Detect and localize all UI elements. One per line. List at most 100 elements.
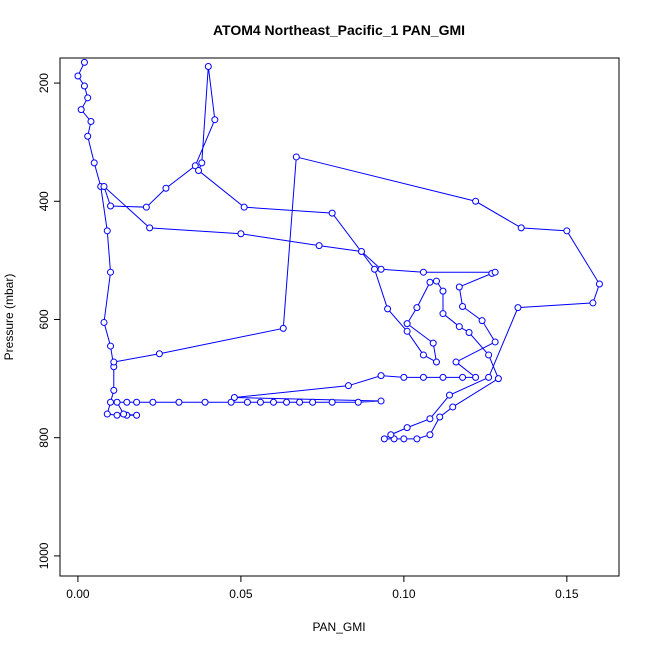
data-point [400, 373, 408, 381]
data-point [377, 265, 385, 273]
data-point [146, 224, 154, 232]
data-point [107, 202, 115, 210]
data-point [377, 372, 385, 380]
data-point [589, 299, 597, 307]
data-point [74, 72, 82, 80]
data-point [429, 339, 437, 347]
data-point [175, 398, 183, 406]
data-point [419, 373, 427, 381]
data-point [107, 268, 115, 276]
data-point [459, 302, 467, 310]
data-point [426, 415, 434, 423]
data-point [595, 280, 603, 288]
data-point [201, 398, 209, 406]
y-tick-label: 200 [37, 73, 51, 93]
data-point [426, 431, 434, 439]
data-point [439, 373, 447, 381]
data-point [517, 224, 525, 232]
data-point [452, 358, 460, 366]
data-point [400, 435, 408, 443]
data-point [403, 327, 411, 335]
data-point [87, 117, 95, 125]
data-point [491, 338, 499, 346]
data-point [80, 58, 88, 66]
data-point [465, 328, 473, 336]
data-point [403, 320, 411, 328]
x-tick-label: 0.05 [229, 587, 253, 601]
data-point [110, 358, 118, 366]
data-point [103, 410, 111, 418]
data-point [439, 310, 447, 318]
data-point [419, 268, 427, 276]
data-point [120, 410, 128, 418]
data-point [142, 203, 150, 211]
data-point [292, 153, 300, 161]
data-point [315, 242, 323, 250]
data-point [149, 398, 157, 406]
data-point [413, 304, 421, 312]
data-point [100, 182, 108, 190]
data-point [283, 398, 291, 406]
x-axis-label: PAN_GMI [312, 620, 365, 634]
data-point [227, 398, 235, 406]
data-point [113, 398, 121, 406]
data-point [439, 287, 447, 295]
data-point [436, 413, 444, 421]
data-point [449, 403, 457, 411]
data-point [432, 277, 440, 285]
data-point [455, 283, 463, 291]
data-point [211, 116, 219, 124]
data-point [123, 398, 131, 406]
data-point [403, 424, 411, 432]
data-point [113, 411, 121, 419]
data-point [107, 398, 115, 406]
y-axis-label: Pressure (mbar) [2, 274, 16, 361]
data-point [328, 398, 336, 406]
data-point [80, 82, 88, 90]
data-point [472, 373, 480, 381]
data-point [133, 411, 141, 419]
x-tick-label: 0.00 [66, 587, 90, 601]
data-point [446, 391, 454, 399]
data-point [354, 398, 362, 406]
data-point [384, 305, 392, 313]
data-point [419, 351, 427, 359]
data-point [426, 278, 434, 286]
data-point [377, 397, 385, 405]
x-tick-label: 0.10 [392, 587, 416, 601]
data-point [198, 159, 206, 167]
data-point [344, 382, 352, 390]
chart-title: ATOM4 Northeast_Pacific_1 PAN_GMI [213, 22, 465, 38]
data-point [269, 398, 277, 406]
data-point [90, 159, 98, 167]
data-point [491, 268, 499, 276]
data-point [472, 197, 480, 205]
data-point [514, 304, 522, 312]
data-point [328, 209, 336, 217]
data-point [478, 317, 486, 325]
data-point [432, 358, 440, 366]
data-point [100, 318, 108, 326]
data-point [413, 435, 421, 443]
data-point [296, 398, 304, 406]
data-point [162, 184, 170, 192]
data-point [84, 132, 92, 140]
y-tick-label: 400 [37, 191, 51, 211]
data-point [563, 227, 571, 235]
data-point [485, 373, 493, 381]
data-line [77, 62, 600, 440]
data-point [309, 398, 317, 406]
y-tick-label: 600 [37, 309, 51, 329]
data-point [107, 342, 115, 350]
data-point [77, 106, 85, 114]
data-point [110, 386, 118, 394]
plot-frame [59, 57, 620, 577]
data-point [237, 230, 245, 238]
data-point [485, 351, 493, 359]
data-point [195, 167, 203, 175]
data-point [387, 431, 395, 439]
data-point [84, 94, 92, 102]
data-point [380, 435, 388, 443]
data-point [455, 323, 463, 331]
